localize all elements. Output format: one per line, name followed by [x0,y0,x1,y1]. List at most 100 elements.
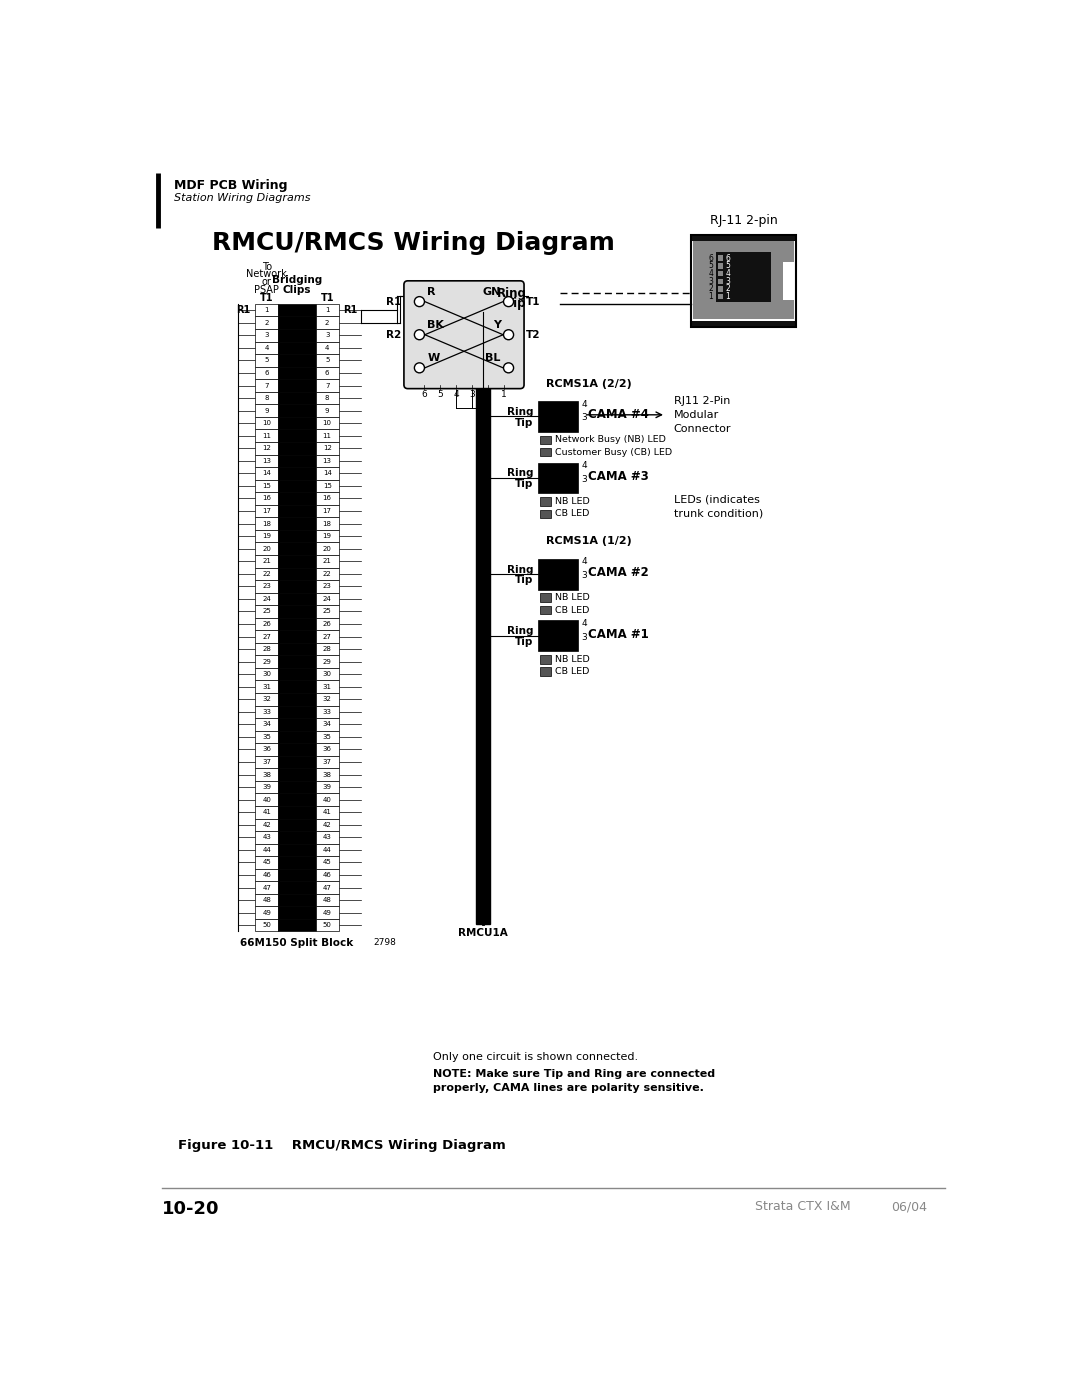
Bar [315,655,339,668]
Bar [255,819,279,831]
Text: CAMA #1: CAMA #1 [589,627,649,641]
Bar [691,235,796,240]
Text: RCMS1A (1/2): RCMS1A (1/2) [545,536,632,546]
Text: Modular: Modular [674,409,719,420]
Bar [279,580,315,592]
Bar [315,919,339,932]
Bar [315,580,339,592]
Text: W: W [428,353,440,363]
Text: Tip: Tip [515,637,534,647]
Text: Strata CTX I&M: Strata CTX I&M [755,1200,851,1213]
Bar [255,844,279,856]
Bar [255,454,279,467]
Text: 25: 25 [262,609,271,615]
Text: 2: 2 [325,320,329,326]
Text: 26: 26 [323,622,332,627]
Text: RMCU1A: RMCU1A [458,929,508,939]
Text: 37: 37 [323,759,332,766]
Bar [279,416,315,429]
Bar [540,594,551,602]
Bar [255,391,279,404]
Bar [315,831,339,844]
Bar [716,251,770,302]
Bar [315,353,339,366]
Bar [315,605,339,617]
Text: 30: 30 [323,671,332,678]
Text: 3: 3 [581,633,588,641]
Bar [540,497,551,506]
Bar [255,806,279,819]
Text: 10: 10 [262,420,271,426]
Bar [255,605,279,617]
Text: 48: 48 [262,897,271,902]
Text: 38: 38 [323,771,332,778]
Text: Tip: Tip [515,418,534,427]
Text: 5: 5 [325,358,329,363]
Bar [315,567,339,580]
Text: 4: 4 [708,270,713,278]
Bar [279,781,315,793]
Bar [279,743,315,756]
Text: CB LED: CB LED [555,668,590,676]
Bar [255,831,279,844]
Bar [692,240,794,320]
Text: Y: Y [492,320,501,330]
Text: RJ11 2-Pin: RJ11 2-Pin [674,395,730,407]
Bar [255,305,279,317]
Bar [255,592,279,605]
Bar [315,643,339,655]
Bar [279,668,315,680]
Text: PSAP: PSAP [254,285,280,295]
Text: 29: 29 [262,658,271,665]
Bar [540,510,551,518]
Bar [691,235,796,327]
Bar [315,705,339,718]
Text: T1: T1 [260,293,273,303]
Text: 6: 6 [325,370,329,376]
Text: Ring: Ring [497,286,526,299]
Bar [718,263,724,268]
Text: 35: 35 [262,733,271,740]
Text: 34: 34 [323,721,332,728]
Text: 15: 15 [262,483,271,489]
Text: CAMA #4: CAMA #4 [589,408,649,422]
Bar [718,286,724,292]
Text: 5: 5 [708,261,713,270]
Text: R2: R2 [387,330,402,339]
Text: 2: 2 [708,285,713,293]
Bar [255,542,279,555]
Text: 15: 15 [323,483,332,489]
Text: RMCU/RMCS Wiring Diagram: RMCU/RMCS Wiring Diagram [213,231,616,254]
Bar [279,680,315,693]
Text: 16: 16 [262,496,271,502]
Bar [255,353,279,366]
Bar [255,919,279,932]
Text: T1: T1 [321,293,334,303]
Bar [315,630,339,643]
Text: 7: 7 [265,383,269,388]
Bar [255,529,279,542]
Bar [279,441,315,454]
Text: CB LED: CB LED [555,510,590,518]
Bar [540,655,551,664]
Text: trunk condition): trunk condition) [674,509,762,518]
Bar [315,404,339,416]
Text: 8: 8 [325,395,329,401]
Text: 18: 18 [323,521,332,527]
Text: 32: 32 [262,696,271,703]
Bar [279,317,315,330]
Text: Customer Busy (CB) LED: Customer Busy (CB) LED [555,447,672,457]
Bar [279,492,315,504]
Bar [315,391,339,404]
Text: properly, CAMA lines are polarity sensitive.: properly, CAMA lines are polarity sensit… [433,1083,704,1092]
Bar [279,705,315,718]
Text: 24: 24 [323,597,332,602]
Bar [315,793,339,806]
Bar [315,542,339,555]
Text: 12: 12 [262,446,271,451]
Bar [279,869,315,882]
Text: NB LED: NB LED [555,655,590,664]
Text: 14: 14 [323,471,332,476]
FancyBboxPatch shape [404,281,524,388]
Bar [315,429,339,441]
